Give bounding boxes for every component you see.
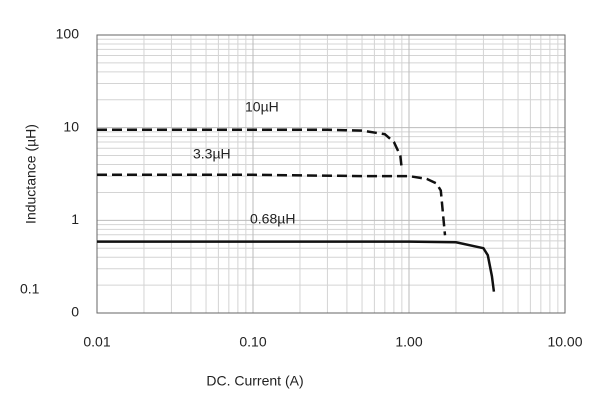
series-label: 10µH <box>245 99 279 115</box>
series-line <box>97 240 496 292</box>
series-line <box>97 128 404 171</box>
series-label: 3.3µH <box>193 146 231 162</box>
y-axis-label: Inductance (µH) <box>23 124 39 224</box>
series-line <box>97 173 447 236</box>
annotation: 0.1 <box>20 281 40 297</box>
x-tick-label: 1.00 <box>395 334 422 350</box>
x-axis-label: DC. Current (A) <box>206 373 303 389</box>
plot-frame <box>96 34 566 314</box>
series-label: 0.68µH <box>250 211 295 227</box>
x-tick-label: 0.10 <box>239 334 266 350</box>
y-tick-label: 1 <box>71 211 79 227</box>
y-tick-label: 0 <box>71 304 79 320</box>
x-tick-label: 0.01 <box>83 334 110 350</box>
y-tick-label: 10 <box>63 118 79 134</box>
x-tick-label: 10.00 <box>547 334 582 350</box>
y-tick-label: 100 <box>56 26 80 42</box>
